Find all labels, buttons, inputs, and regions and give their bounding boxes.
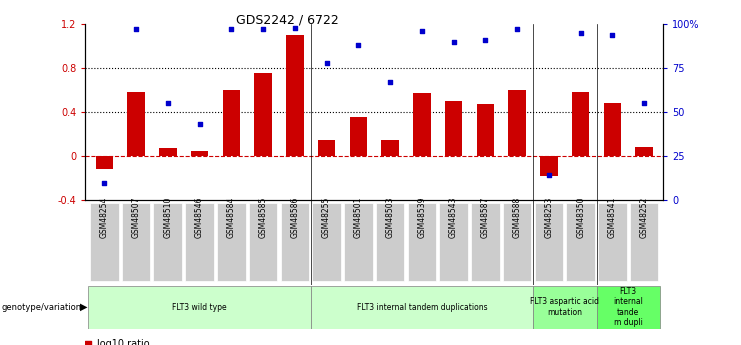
- Text: ▶: ▶: [80, 302, 87, 312]
- Point: [130, 27, 142, 32]
- Bar: [318, 140, 335, 156]
- Bar: [159, 148, 176, 156]
- Text: GDS2242 / 6722: GDS2242 / 6722: [236, 14, 339, 27]
- FancyBboxPatch shape: [630, 204, 659, 281]
- Point: [575, 30, 587, 36]
- Bar: [127, 92, 144, 156]
- FancyBboxPatch shape: [408, 204, 436, 281]
- Point: [511, 27, 523, 32]
- FancyBboxPatch shape: [281, 204, 309, 281]
- Bar: [540, 156, 557, 176]
- Point: [353, 42, 365, 48]
- Point: [448, 39, 459, 45]
- Text: GSM48539: GSM48539: [417, 197, 426, 238]
- Bar: [382, 140, 399, 156]
- Text: genotype/variation: genotype/variation: [1, 303, 82, 312]
- Point: [289, 25, 301, 30]
- Point: [250, 251, 262, 256]
- Point: [606, 32, 618, 38]
- Point: [479, 37, 491, 43]
- Bar: [254, 72, 272, 156]
- Bar: [350, 117, 367, 156]
- Text: FLT3
internal
tande
m dupli: FLT3 internal tande m dupli: [614, 287, 643, 327]
- Point: [638, 101, 650, 106]
- FancyBboxPatch shape: [344, 204, 373, 281]
- FancyBboxPatch shape: [310, 286, 533, 328]
- Point: [99, 180, 110, 185]
- Text: GSM48255: GSM48255: [322, 197, 331, 238]
- FancyBboxPatch shape: [312, 204, 341, 281]
- FancyBboxPatch shape: [533, 286, 597, 328]
- Bar: [476, 105, 494, 156]
- Bar: [604, 104, 621, 156]
- Text: FLT3 wild type: FLT3 wild type: [172, 303, 227, 312]
- Text: GSM48543: GSM48543: [449, 197, 458, 238]
- Text: FLT3 aspartic acid
mutation: FLT3 aspartic acid mutation: [531, 297, 599, 317]
- Point: [250, 47, 262, 52]
- Bar: [191, 151, 208, 156]
- Text: GSM48585: GSM48585: [259, 197, 268, 238]
- FancyBboxPatch shape: [439, 204, 468, 281]
- Text: GSM48350: GSM48350: [576, 197, 585, 238]
- Text: GSM48510: GSM48510: [163, 197, 173, 238]
- Text: GSM48546: GSM48546: [195, 197, 204, 238]
- Text: GSM48587: GSM48587: [481, 197, 490, 238]
- Bar: [445, 101, 462, 156]
- Text: GSM48503: GSM48503: [385, 197, 395, 238]
- Text: log10 ratio: log10 ratio: [97, 339, 150, 345]
- FancyBboxPatch shape: [471, 204, 499, 281]
- Text: GSM48507: GSM48507: [131, 197, 141, 238]
- FancyBboxPatch shape: [122, 204, 150, 281]
- FancyBboxPatch shape: [598, 204, 627, 281]
- FancyBboxPatch shape: [217, 204, 245, 281]
- Point: [321, 60, 333, 66]
- FancyBboxPatch shape: [90, 204, 119, 281]
- Bar: [572, 92, 589, 156]
- Text: GSM48586: GSM48586: [290, 197, 299, 238]
- FancyBboxPatch shape: [566, 204, 595, 281]
- Text: GSM48584: GSM48584: [227, 197, 236, 238]
- FancyBboxPatch shape: [534, 204, 563, 281]
- Text: GSM48252: GSM48252: [639, 197, 648, 238]
- FancyBboxPatch shape: [503, 204, 531, 281]
- Bar: [508, 90, 526, 156]
- Point: [225, 27, 237, 32]
- Text: GSM48501: GSM48501: [353, 197, 363, 238]
- Bar: [222, 90, 240, 156]
- FancyBboxPatch shape: [185, 204, 214, 281]
- Point: [543, 173, 555, 178]
- FancyBboxPatch shape: [376, 204, 405, 281]
- Text: GSM48253: GSM48253: [545, 197, 554, 238]
- Bar: [286, 35, 304, 156]
- FancyBboxPatch shape: [597, 286, 660, 328]
- Point: [257, 27, 269, 32]
- Text: GSM48588: GSM48588: [513, 197, 522, 238]
- Text: FLT3 internal tandem duplications: FLT3 internal tandem duplications: [356, 303, 487, 312]
- Text: GSM48254: GSM48254: [100, 197, 109, 238]
- FancyBboxPatch shape: [88, 286, 310, 328]
- Point: [416, 28, 428, 34]
- Point: [384, 79, 396, 85]
- Bar: [96, 156, 113, 169]
- Bar: [413, 93, 431, 156]
- Point: [193, 122, 205, 127]
- FancyBboxPatch shape: [249, 204, 277, 281]
- FancyBboxPatch shape: [153, 204, 182, 281]
- Text: GSM48541: GSM48541: [608, 197, 617, 238]
- Point: [162, 101, 173, 106]
- Bar: [636, 147, 653, 156]
